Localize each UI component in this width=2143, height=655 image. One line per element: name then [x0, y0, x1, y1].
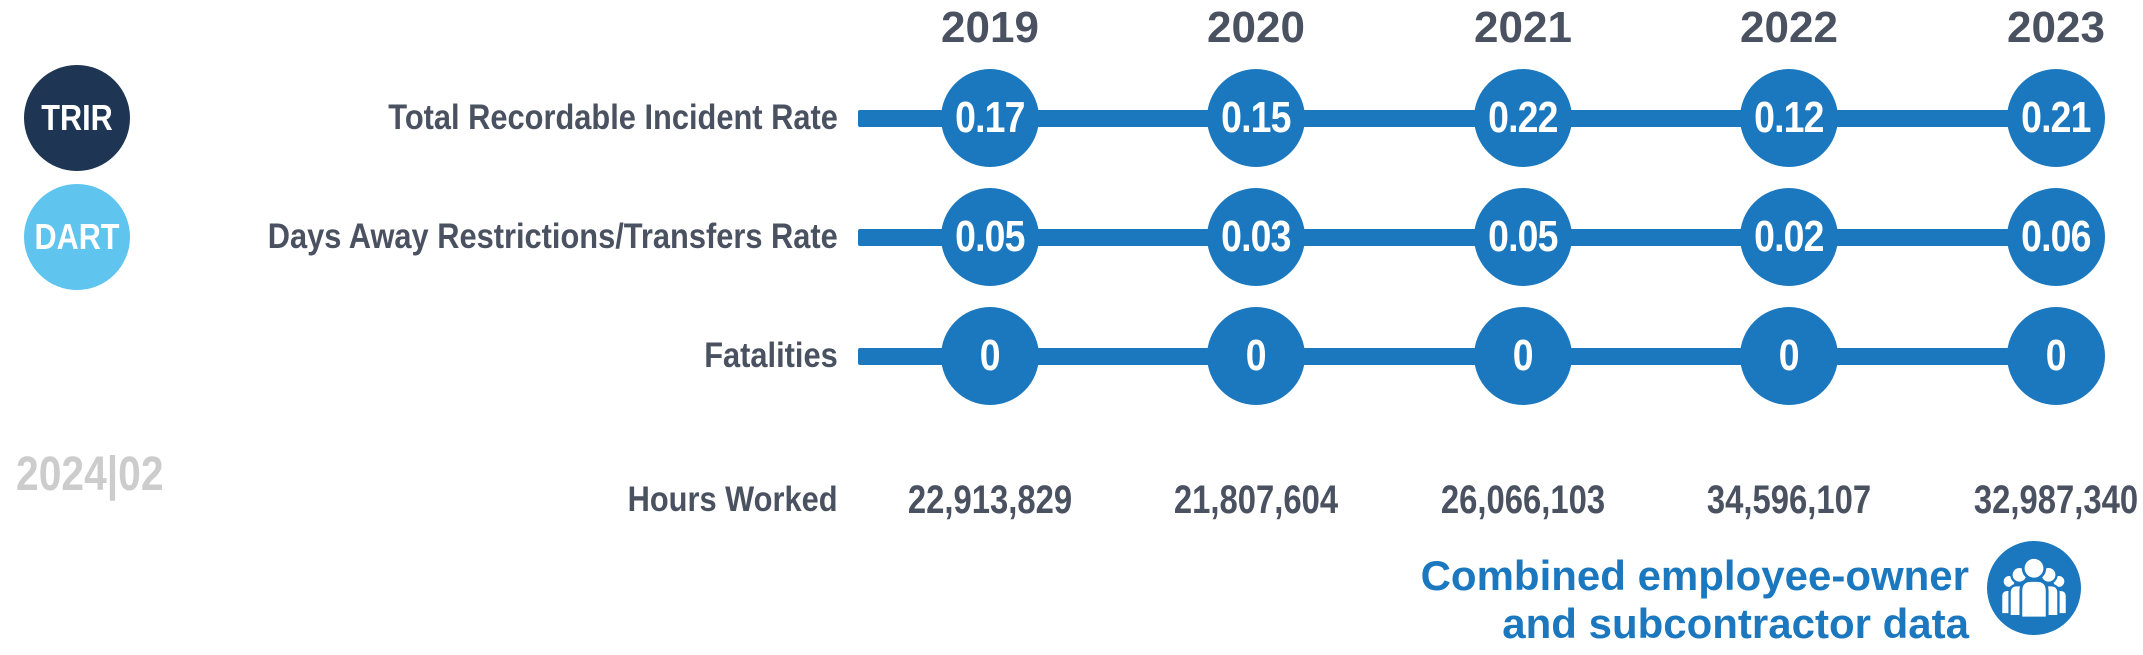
hours-2023-value: 32,987,340 [1973, 478, 2139, 522]
year-header-2019: 2019 [941, 3, 1039, 52]
hours-2021-value: 26,066,103 [1440, 478, 1606, 522]
people-group-icon [1987, 541, 2081, 635]
fatalities-2022-value: 0 [1779, 331, 1800, 380]
dart-badge: DART [24, 184, 130, 290]
year-header-2021: 2021 [1474, 3, 1572, 52]
edition-label: 2024|02 [16, 448, 164, 501]
footer-note: Combined employee-owner and subcontracto… [1421, 552, 1969, 648]
footer-note-line1: Combined employee-owner [1420, 552, 1969, 599]
dart-badge-label: DART [34, 216, 120, 257]
trir-2019-dot: 0.17 [941, 69, 1039, 167]
dart-2020-value: 0.03 [1221, 212, 1291, 261]
fatalities-2021-value: 0 [1513, 331, 1534, 380]
dart-2020-dot: 0.03 [1207, 188, 1305, 286]
year-header-2022: 2022 [1740, 3, 1838, 52]
fatalities-2020-value: 0 [1246, 331, 1267, 380]
trir-2021-dot: 0.22 [1474, 69, 1572, 167]
dart-2019-value: 0.05 [955, 212, 1025, 261]
row-label-fatalities: Fatalities [704, 336, 838, 375]
trir-2020-value: 0.15 [1221, 93, 1291, 142]
trir-badge: TRIR [24, 65, 130, 171]
year-header-2020: 2020 [1207, 3, 1305, 52]
fatalities-2022-dot: 0 [1740, 307, 1838, 405]
hours-2022-value: 34,596,107 [1706, 478, 1872, 522]
dart-2022-value: 0.02 [1754, 212, 1824, 261]
trir-2020-dot: 0.15 [1207, 69, 1305, 167]
dart-2023-value: 0.06 [2021, 212, 2091, 261]
footer-note-line2: and subcontractor data [1502, 600, 1969, 647]
row-label-hours-worked: Hours Worked [628, 480, 838, 519]
trir-2019-value: 0.17 [955, 93, 1025, 142]
trir-2023-value: 0.21 [2021, 93, 2091, 142]
fatalities-2020-dot: 0 [1207, 307, 1305, 405]
dart-2021-dot: 0.05 [1474, 188, 1572, 286]
fatalities-2021-dot: 0 [1474, 307, 1572, 405]
fatalities-2023-value: 0 [2046, 331, 2067, 380]
dart-2022-dot: 0.02 [1740, 188, 1838, 286]
trir-2021-value: 0.22 [1488, 93, 1558, 142]
dart-2019-dot: 0.05 [941, 188, 1039, 286]
hours-2019-value: 22,913,829 [907, 478, 1073, 522]
row-label-trir: Total Recordable Incident Rate [388, 98, 838, 137]
year-header-2023: 2023 [2007, 3, 2105, 52]
row-label-dart: Days Away Restrictions/Transfers Rate [267, 217, 838, 256]
trir-2022-value: 0.12 [1754, 93, 1824, 142]
trir-2023-dot: 0.21 [2007, 69, 2105, 167]
fatalities-2023-dot: 0 [2007, 307, 2105, 405]
dart-2023-dot: 0.06 [2007, 188, 2105, 286]
trir-badge-label: TRIR [41, 97, 113, 138]
fatalities-2019-value: 0 [980, 331, 1001, 380]
dart-2021-value: 0.05 [1488, 212, 1558, 261]
trir-2022-dot: 0.12 [1740, 69, 1838, 167]
fatalities-2019-dot: 0 [941, 307, 1039, 405]
hours-2020-value: 21,807,604 [1173, 478, 1339, 522]
